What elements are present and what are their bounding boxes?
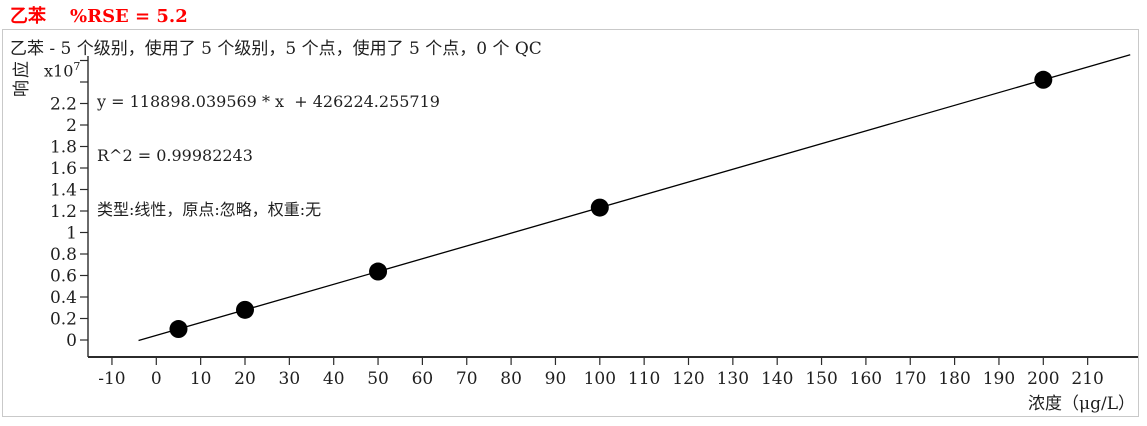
y-tick-label: 2.2: [50, 95, 77, 115]
x-tick-label: 50: [367, 369, 389, 389]
x-tick-label: 30: [279, 369, 301, 389]
x-tick-label: -10: [98, 369, 125, 389]
fit-equation: y = 118898.039569 * x + 426224.255719: [97, 92, 440, 111]
x-tick-label: 60: [412, 369, 434, 389]
x-tick-label: 140: [761, 369, 793, 389]
x-tick-label: 190: [983, 369, 1015, 389]
data-point[interactable]: [1034, 70, 1053, 89]
x-tick-label: 120: [672, 369, 704, 389]
x-tick-label: 80: [500, 369, 522, 389]
x-tick-label: 200: [1027, 369, 1059, 389]
fit-settings: 类型:线性，原点:忽略，权重:无: [97, 200, 322, 219]
y-tick-label: 2: [66, 116, 77, 136]
y-tick-label: 1.8: [50, 138, 77, 158]
y-tick-label: 0.6: [50, 267, 77, 287]
fit-r-squared: R^2 = 0.99982243: [97, 146, 253, 165]
x-tick-label: 110: [628, 369, 660, 389]
y-tick-label: 1.2: [50, 202, 77, 222]
x-tick-label: 130: [717, 369, 749, 389]
y-tick-label: 0.4: [50, 288, 77, 308]
x-tick-label: 70: [456, 369, 478, 389]
curve-fit-box: [2, 29, 1139, 417]
x-tick-label: 90: [545, 369, 567, 389]
y-axis-scale-label: x107: [44, 60, 81, 81]
y-axis-title: 响应: [12, 59, 32, 97]
data-point[interactable]: [590, 198, 609, 217]
y-tick-label: 0: [66, 331, 77, 351]
fit-line: [138, 54, 1131, 342]
y-tick-label: 0.2: [50, 310, 77, 330]
x-tick-label: 0: [151, 369, 162, 389]
data-point[interactable]: [169, 320, 188, 339]
fit-equation-block: y = 118898.039569 * x + 426224.255719 R^…: [97, 57, 440, 255]
y-tick-label: 1.6: [50, 159, 77, 179]
x-tick-label: 10: [190, 369, 212, 389]
x-tick-label: 40: [323, 369, 345, 389]
y-tick-label: 0.8: [50, 245, 77, 265]
data-point[interactable]: [369, 262, 388, 281]
x-tick-label: 160: [850, 369, 882, 389]
panel-title: 乙苯 %RSE = 5.2: [10, 2, 188, 28]
data-point[interactable]: [236, 300, 254, 319]
x-tick-label: 170: [894, 369, 926, 389]
x-tick-label: 150: [805, 369, 837, 389]
calibration-summary: 乙苯 - 5 个级别，使用了 5 个级别，5 个点，使用了 5 个点，0 个 Q…: [10, 39, 542, 59]
x-tick-label: 100: [584, 369, 616, 389]
x-tick-label: 20: [234, 369, 256, 389]
y-tick-label: 1: [66, 224, 77, 244]
y-tick-label: 1.4: [50, 181, 77, 201]
x-axis-title: 浓度（μg/L）: [1028, 394, 1135, 414]
rse-value: %RSE = 5.2: [70, 6, 188, 27]
compound-name: 乙苯: [10, 6, 46, 27]
x-tick-label: 210: [1071, 369, 1103, 389]
x-tick-label: 180: [938, 369, 970, 389]
